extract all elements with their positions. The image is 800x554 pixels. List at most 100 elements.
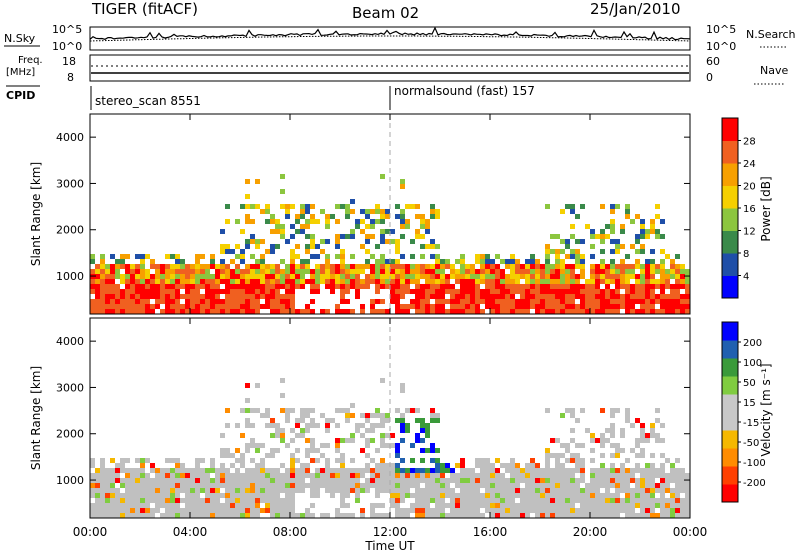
- power-cell: [410, 204, 415, 209]
- power-cell: [565, 279, 570, 284]
- power-cell: [170, 294, 175, 299]
- power-cell: [510, 259, 515, 264]
- power-cell: [670, 269, 675, 274]
- power-cell: [225, 284, 230, 289]
- velocity-cell: [260, 458, 265, 463]
- velocity-cell: [465, 513, 470, 518]
- velocity-cell: [460, 498, 465, 503]
- power-cell: [390, 289, 395, 294]
- velocity-cell: [635, 503, 640, 508]
- velocity-cell: [385, 418, 390, 423]
- power-cell: [165, 254, 170, 259]
- velocity-cell: [190, 508, 195, 513]
- velocity-cell: [570, 428, 575, 433]
- velocity-cell: [210, 483, 215, 488]
- power-cell: [610, 209, 615, 214]
- velocity-cell: [250, 503, 255, 508]
- power-cell: [300, 214, 305, 219]
- power-cell: [385, 284, 390, 289]
- velocity-cell: [605, 478, 610, 483]
- velocity-cell: [550, 468, 555, 473]
- power-cell: [340, 254, 345, 259]
- power-cell: [675, 289, 680, 294]
- power-cell: [535, 264, 540, 269]
- velocity-cell: [465, 493, 470, 498]
- velocity-cell: [550, 488, 555, 493]
- velocity-cell: [520, 473, 525, 478]
- power-cell: [540, 309, 545, 314]
- power-cell: [225, 279, 230, 284]
- power-cell: [245, 289, 250, 294]
- power-cell: [370, 279, 375, 284]
- velocity-cell: [290, 478, 295, 483]
- power-cell: [500, 304, 505, 309]
- power-cell: [400, 254, 405, 259]
- power-cell: [310, 299, 315, 304]
- power-cell: [530, 264, 535, 269]
- velocity-cell: [270, 478, 275, 483]
- velocity-cell: [350, 438, 355, 443]
- velocity-cell: [670, 503, 675, 508]
- power-cell: [445, 259, 450, 264]
- velocity-cell: [685, 493, 690, 498]
- power-cell: [345, 289, 350, 294]
- power-cell: [630, 284, 635, 289]
- power-cell: [245, 299, 250, 304]
- velocity-cell: [375, 463, 380, 468]
- velocity-cell: [175, 493, 180, 498]
- power-cell: [580, 289, 585, 294]
- power-cell: [675, 264, 680, 269]
- velocity-cell: [490, 508, 495, 513]
- velocity-cell: [425, 513, 430, 518]
- power-cell: [140, 269, 145, 274]
- power-cell: [265, 219, 270, 224]
- velocity-cell: [175, 498, 180, 503]
- power-cell: [395, 274, 400, 279]
- velocity-cell: [280, 503, 285, 508]
- power-cell: [285, 284, 290, 289]
- velocity-cell: [170, 488, 175, 493]
- velocity-cell: [390, 478, 395, 483]
- power-cell: [350, 199, 355, 204]
- velocity-cell: [265, 478, 270, 483]
- power-cell: [395, 284, 400, 289]
- velocity-cell: [445, 488, 450, 493]
- power-cell: [425, 244, 430, 249]
- velocity-cell: [255, 493, 260, 498]
- power-cell: [325, 264, 330, 269]
- power-cell: [145, 274, 150, 279]
- power-cell: [380, 284, 385, 289]
- power-cell: [450, 309, 455, 314]
- colorbar-segment: [722, 412, 738, 431]
- velocity-cell: [280, 483, 285, 488]
- velocity-cell: [250, 438, 255, 443]
- velocity-cell: [360, 468, 365, 473]
- power-cell: [525, 259, 530, 264]
- power-cell: [680, 274, 685, 279]
- velocity-cell: [505, 493, 510, 498]
- velocity-cell: [135, 468, 140, 473]
- velocity-cell: [295, 418, 300, 423]
- velocity-cell: [435, 488, 440, 493]
- power-cell: [100, 259, 105, 264]
- velocity-cell: [355, 483, 360, 488]
- velocity-cell: [670, 493, 675, 498]
- velocity-cell: [645, 473, 650, 478]
- velocity-cell: [590, 513, 595, 518]
- power-cell: [170, 309, 175, 314]
- velocity-cell: [530, 488, 535, 493]
- power-cell: [395, 259, 400, 264]
- velocity-cell: [580, 478, 585, 483]
- power-cell: [680, 269, 685, 274]
- velocity-cell: [640, 488, 645, 493]
- power-cell: [565, 309, 570, 314]
- velocity-cell: [90, 493, 95, 498]
- velocity-cell: [315, 473, 320, 478]
- power-cell: [490, 279, 495, 284]
- velocity-cell: [435, 508, 440, 513]
- velocity-cell: [180, 508, 185, 513]
- velocity-cell: [480, 503, 485, 508]
- velocity-cell: [265, 453, 270, 458]
- colorbar-segment: [722, 275, 738, 299]
